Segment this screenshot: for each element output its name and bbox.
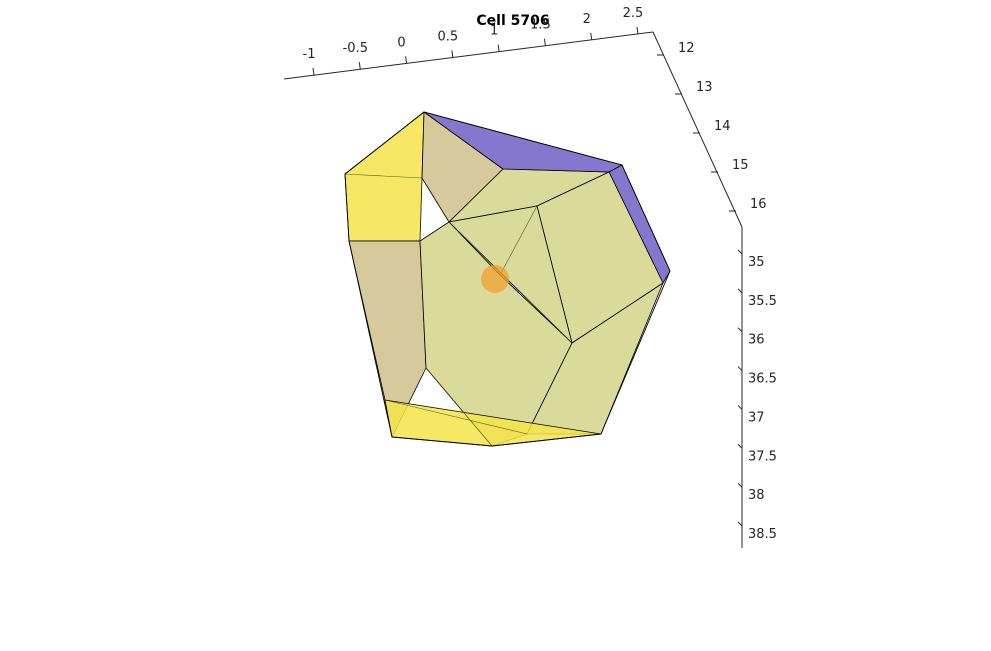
z-axis-tick [737,327,743,333]
cell-inner-edge [448,221,573,344]
x-axis-tick [451,50,454,58]
cell-inner-edge [384,399,528,435]
x-axis-tick [590,32,593,40]
x-axis-tick-label: -0.5 [343,41,368,56]
x-axis-tick-label: 1.5 [530,18,551,33]
cell-polyhedron [344,111,671,447]
z-axis-tick-label: 38 [748,488,765,503]
x-axis-tick-label: 1 [490,24,498,39]
z-axis-tick [737,405,743,410]
z-axis-tick [737,443,743,449]
z-axis-tick [737,521,743,527]
z-axis-tick [737,249,743,255]
x-axis-tick [497,44,500,52]
z-axis-tick-label: 36 [748,333,765,348]
x-axis-ticks: -1 -0.5 0 0.5 1 1.5 2 2.5 [303,6,644,76]
y-axis-ticks: 12 13 14 15 16 [657,41,767,212]
y-axis-tick-label: 16 [750,197,767,212]
y-axis-tick-label: 15 [732,158,749,173]
cell-inner-edge [499,205,538,276]
x-axis-tick [358,62,361,70]
x-axis-tick-label: 0 [397,35,405,50]
z-axis-tick-label: 38.5 [748,527,777,542]
x-axis-tick-label: -1 [303,47,316,62]
nucleus-marker [481,265,509,293]
cell-face-left [348,240,427,438]
y-axis-tick-label: 12 [678,41,695,56]
z-axis-tick-label: 35.5 [748,294,777,309]
x-axis-tick-label: 2.5 [623,6,644,21]
x-axis-tick [405,56,408,64]
x-axis-tick-label: 2 [583,12,591,27]
z-axis-tick [737,482,743,488]
y-axis-line [652,31,743,228]
z-axis-tick-label: 36.5 [748,372,777,387]
z-axis-tick-label: 37.5 [748,449,777,464]
y-axis-tick-label: 14 [714,119,731,134]
axes: -1 -0.5 0 0.5 1 1.5 2 2.5 12 13 14 15 16 35 35.5 36 36… [283,6,777,548]
chart-title: Cell 5706 [476,13,549,29]
x-axis-tick-label: 0.5 [438,29,459,44]
z-axis-tick [737,366,743,371]
y-axis-tick-label: 13 [696,80,713,95]
x-axis-tick [636,26,639,35]
z-axis-tick-label: 35 [748,255,765,270]
cell-outline [344,111,671,447]
z-axis-tick [737,288,743,294]
cell-inner-edge [344,173,423,242]
x-axis-tick [543,38,546,46]
z-axis-ticks: 35 35.5 36 36.5 37 37.5 38 38.5 [737,249,777,542]
cell-inner-edge [425,367,493,447]
x-axis-tick [312,67,315,76]
z-axis-tick-label: 37 [748,410,765,425]
